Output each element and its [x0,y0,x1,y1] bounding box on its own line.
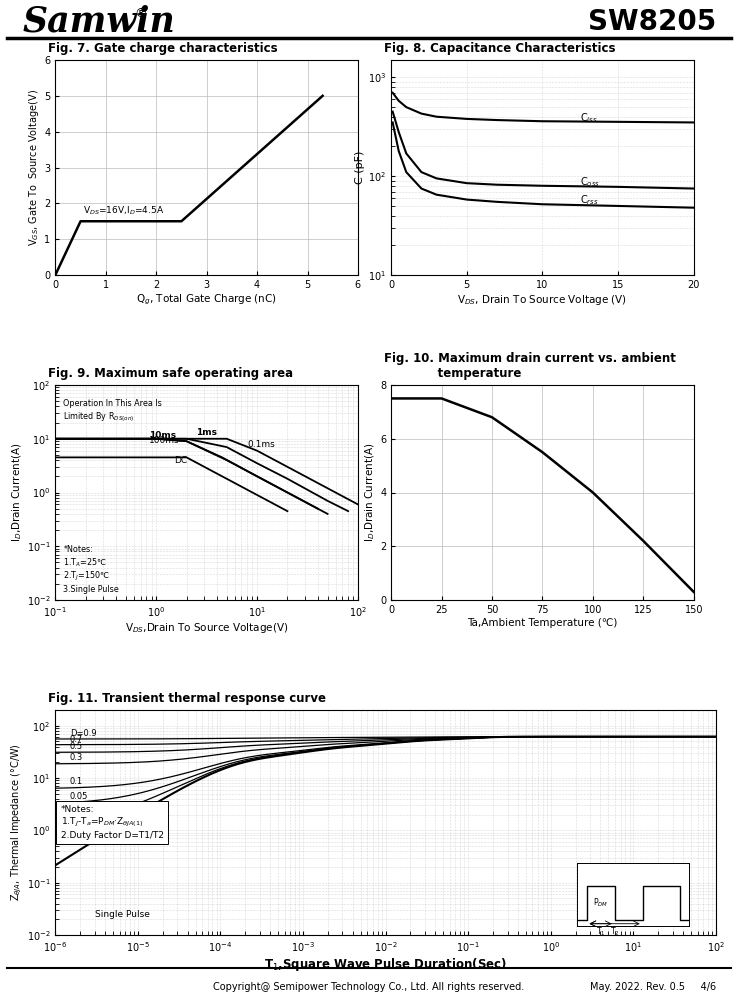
Text: 0.7: 0.7 [70,735,83,744]
Text: C$_{iss}$: C$_{iss}$ [580,111,598,125]
Text: Fig. 10. Maximum drain current vs. ambient
             temperature: Fig. 10. Maximum drain current vs. ambie… [384,352,675,380]
X-axis label: V$_{DS}$,Drain To Source Voltage(V): V$_{DS}$,Drain To Source Voltage(V) [125,621,289,635]
Y-axis label: Z$_{\theta JA}$, Thermal Impedance (°C/W): Z$_{\theta JA}$, Thermal Impedance (°C/W… [10,744,24,901]
Text: 0.1: 0.1 [70,777,83,786]
Text: *Notes:
1.T$_J$-T$_a$=P$_{DM}$·Z$_{\theta JA(1)}$
2.Duty Factor D=T1/T2: *Notes: 1.T$_J$-T$_a$=P$_{DM}$·Z$_{\thet… [61,805,164,840]
X-axis label: Q$_g$, Total Gate Charge (nC): Q$_g$, Total Gate Charge (nC) [137,293,277,307]
Text: D=0.9: D=0.9 [70,729,97,738]
Text: ®: ® [134,7,147,20]
Text: 0.3: 0.3 [70,753,83,762]
Y-axis label: C (pF): C (pF) [355,151,365,184]
Text: 100ms: 100ms [149,436,180,445]
X-axis label: Ta,Ambient Temperature (℃): Ta,Ambient Temperature (℃) [467,618,618,628]
Text: Operation In This Area Is
Limited By R$_{DS(on)}$: Operation In This Area Is Limited By R$_… [63,399,162,424]
Y-axis label: I$_D$,Drain Current(A): I$_D$,Drain Current(A) [10,443,24,542]
Text: V$_{DS}$=16V,I$_D$=4.5A: V$_{DS}$=16V,I$_D$=4.5A [83,204,165,217]
Text: 0.1ms: 0.1ms [247,440,275,449]
Text: DC: DC [174,456,187,465]
Text: 10ms: 10ms [149,431,176,440]
Text: *Notes:
1.T$_A$=25℃
2.T$_J$=150℃
3.Single Pulse: *Notes: 1.T$_A$=25℃ 2.T$_J$=150℃ 3.Singl… [63,545,119,594]
Text: Samwin: Samwin [22,5,175,39]
Text: 1ms: 1ms [196,428,218,437]
Text: Single Pulse: Single Pulse [94,910,150,919]
Text: C$_{oss}$: C$_{oss}$ [580,175,600,189]
X-axis label: V$_{DS}$, Drain To Source Voltage (V): V$_{DS}$, Drain To Source Voltage (V) [458,293,627,307]
Text: May. 2022. Rev. 0.5     4/6: May. 2022. Rev. 0.5 4/6 [590,982,716,992]
X-axis label: T$_1$,Square Wave Pulse Duration(Sec): T$_1$,Square Wave Pulse Duration(Sec) [264,956,507,973]
Text: Fig. 8. Capacitance Characteristics: Fig. 8. Capacitance Characteristics [384,42,615,55]
Text: 0.05: 0.05 [70,792,89,801]
Text: C$_{rss}$: C$_{rss}$ [580,193,599,207]
Text: Fig. 7. Gate charge characteristics: Fig. 7. Gate charge characteristics [48,42,277,55]
Text: Fig. 9. Maximum safe operating area: Fig. 9. Maximum safe operating area [48,367,293,380]
Text: SW8205: SW8205 [587,8,716,36]
Text: Fig. 11. Transient thermal response curve: Fig. 11. Transient thermal response curv… [48,692,326,705]
Text: 0.5: 0.5 [70,742,83,751]
Text: Copyright@ Semipower Technology Co., Ltd. All rights reserved.: Copyright@ Semipower Technology Co., Ltd… [213,982,525,992]
Text: 0.02: 0.02 [70,809,89,818]
Y-axis label: V$_{GS}$, Gate To  Source Voltage(V): V$_{GS}$, Gate To Source Voltage(V) [27,89,41,246]
Y-axis label: I$_D$,Drain Current(A): I$_D$,Drain Current(A) [364,443,377,542]
